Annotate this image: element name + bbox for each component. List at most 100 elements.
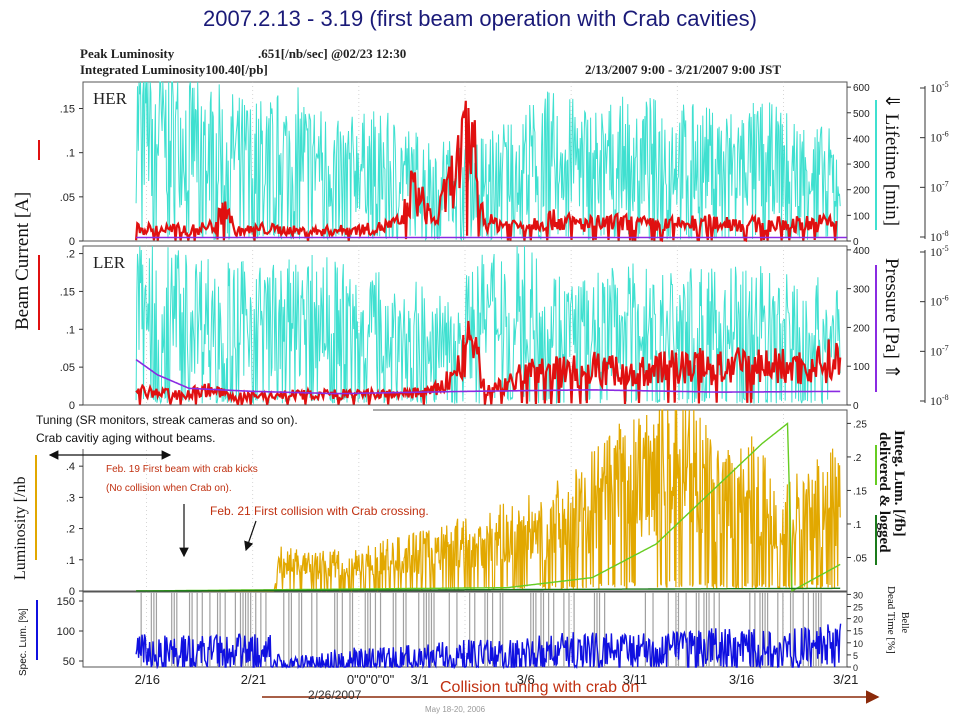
left-tick-label: .3 — [66, 492, 75, 504]
panel-0: 0 .05 .1 .15 0 100 200 300 400 500 600 HER — [60, 81, 870, 248]
pressure-tick-exponent: -5 — [942, 244, 949, 253]
right-tick-label: 10 — [853, 639, 863, 649]
left-tick-label: .2 — [66, 249, 75, 261]
peak-luminosity-value: .651[/nb/sec] @02/23 12:30 — [258, 46, 406, 61]
x-tick-label: 3/21 — [833, 672, 858, 687]
left-tick-label: .2 — [66, 524, 75, 536]
left-tick-label: .4 — [66, 461, 75, 473]
pressure-axis-label: Pressure [Pa] — [881, 258, 902, 359]
right-tick-label: .2 — [853, 453, 862, 464]
left-tick-label: 0 — [69, 236, 75, 248]
pressure-tick-label: 10-5 — [930, 244, 949, 259]
collision-tuning-note: Collision tuning with crab on — [440, 679, 639, 696]
pressure-axis-title: Pressure [Pa] ⇑ — [881, 258, 902, 379]
beam-current-series — [135, 100, 838, 243]
luminosity-axis-title: Luminosity [/nb — [12, 476, 29, 580]
right-tick-label: 200 — [853, 186, 870, 197]
pressure-series — [135, 358, 841, 395]
left-tick-label: .15 — [60, 104, 75, 116]
pressure-tick-exponent: -7 — [942, 179, 949, 188]
right-tick-label: 20 — [853, 615, 863, 625]
right-tick-label: 0 — [853, 237, 859, 248]
x-tick-label: 3/16 — [729, 672, 754, 687]
pressure-tick-exponent: -6 — [942, 130, 949, 139]
tuning-note-line-2: Crab cavitiy aging without beams. — [36, 431, 215, 445]
left-tick-label: 0 — [69, 586, 75, 598]
feb21-pointer-arrow — [244, 520, 257, 552]
annotations: Tuning (SR monitors, streak cameras and … — [33, 409, 880, 714]
right-tick-label: .15 — [853, 486, 867, 497]
left-tick-label: 0 — [69, 400, 75, 412]
beam-current-axis-title: Beam Current [A] — [12, 192, 33, 330]
pressure-tick-label: 10-5 — [930, 80, 949, 95]
spec-lum-axis-title: Spec. Lum. [%] — [18, 608, 29, 676]
tuning-note-line-1: Tuning (SR monitors, streak cameras and … — [36, 413, 298, 427]
pressure-tick-exponent: -5 — [942, 80, 949, 89]
x-tick-label: 3/11 — [623, 672, 647, 687]
left-tick-label: .05 — [60, 362, 75, 374]
axis-titles: Beam Current [A] Luminosity [/nb Spec. L… — [12, 93, 910, 676]
chart-header: Peak Luminosity .651[/nb/sec] @02/23 12:… — [80, 46, 781, 77]
panel-3: 50 100 150 0 5 10 15 20 25 30 2/16 2/21 0"0"0"0" 3/1 3… — [57, 590, 863, 687]
lifetime-axis-label: Lifetime [min] — [881, 114, 902, 226]
pressure-tick-label: 10-7 — [930, 343, 949, 358]
right-tick-label: 300 — [853, 285, 870, 296]
right-tick-label: .25 — [853, 419, 867, 430]
left-tick-label: 150 — [57, 596, 75, 608]
left-tick-label: 100 — [57, 626, 75, 638]
right-tick-label: 500 — [853, 109, 870, 120]
footer-date: May 18-20, 2006 — [425, 705, 486, 714]
pressure-log-ticks: 10-810-710-610-510-810-710-610-5 — [920, 80, 949, 408]
pressure-tick-label: 10-6 — [930, 294, 949, 309]
tuning-note-bg — [33, 409, 373, 449]
x-tick-label: 0"0"0"0" — [347, 672, 395, 687]
right-tick-label: 100 — [853, 362, 870, 373]
pressure-tick-exponent: -6 — [942, 294, 949, 303]
feb19-note-line-2: (No collision when Crab on). — [106, 483, 232, 494]
pressure-tick-label: 10-8 — [930, 393, 949, 408]
x-tick-label: 2/16 — [135, 672, 160, 687]
right-tick-label: 400 — [853, 246, 870, 257]
pressure-tick-exponent: -7 — [942, 343, 949, 352]
lifetime-series — [135, 245, 841, 406]
panel-2: 0.1.2.3.4.5.05.1.15.2.25 — [66, 409, 867, 598]
beam-current-series — [135, 320, 842, 406]
right-tick-label: 100 — [853, 211, 870, 222]
pressure-tick-label: 10-7 — [930, 179, 949, 194]
x-tick-label: 3/1 — [411, 672, 429, 687]
right-tick-label: .05 — [853, 553, 867, 564]
feb19-note-line-1: Feb. 19 First beam with crab kicks — [106, 464, 258, 475]
left-tick-label: .15 — [60, 286, 75, 298]
right-tick-label: 30 — [853, 590, 863, 600]
left-tick-label: .05 — [60, 192, 75, 204]
spec-lum-series — [135, 623, 842, 670]
x-tick-label: 3/6 — [517, 672, 535, 687]
panel-1: 0 .05 .1 .15 .2 0 100 200 300 400 LER — [60, 245, 870, 412]
pressure-tick-label: 10-6 — [930, 130, 949, 145]
right-tick-label: 5 — [853, 651, 858, 661]
pressure-tick-label: 10-8 — [930, 229, 949, 244]
integ-lum-axis-title-2: delivered & logged — [876, 432, 892, 553]
panels: 0.05.1.150100200300400500600HER0.05.1.15… — [57, 81, 870, 687]
x-tick-label: 2/21 — [241, 672, 266, 687]
dead-time-axis-title-1: Belle — [899, 612, 910, 634]
panel-label: LER — [93, 253, 126, 272]
feb21-note: Feb. 21 First collision with Crab crossi… — [210, 504, 429, 518]
left-tick-label: 50 — [63, 656, 75, 668]
lifetime-arrow-icon: ⇓ — [881, 93, 902, 114]
left-tick-label: .1 — [66, 324, 75, 336]
right-tick-label: 600 — [853, 83, 870, 94]
page-title: 2007.2.13 - 3.19 (first beam operation w… — [203, 6, 757, 31]
right-tick-label: 200 — [853, 323, 870, 334]
pressure-tick-exponent: -8 — [942, 229, 949, 238]
dead-time-axis-title-2: Dead Time [%] — [885, 586, 897, 654]
right-tick-label: 400 — [853, 134, 870, 145]
integ-lum-axis-title-1: Integ. Lum. [/fb] — [891, 430, 907, 537]
integrated-luminosity-label: Integrated Luminosity100.40[/pb] — [80, 62, 268, 77]
peak-luminosity-label: Peak Luminosity — [80, 46, 175, 61]
integ-logged-series — [136, 587, 841, 592]
right-tick-label: 0 — [853, 401, 859, 412]
left-tick-label: .1 — [66, 148, 75, 160]
right-tick-label: 0 — [853, 663, 858, 673]
